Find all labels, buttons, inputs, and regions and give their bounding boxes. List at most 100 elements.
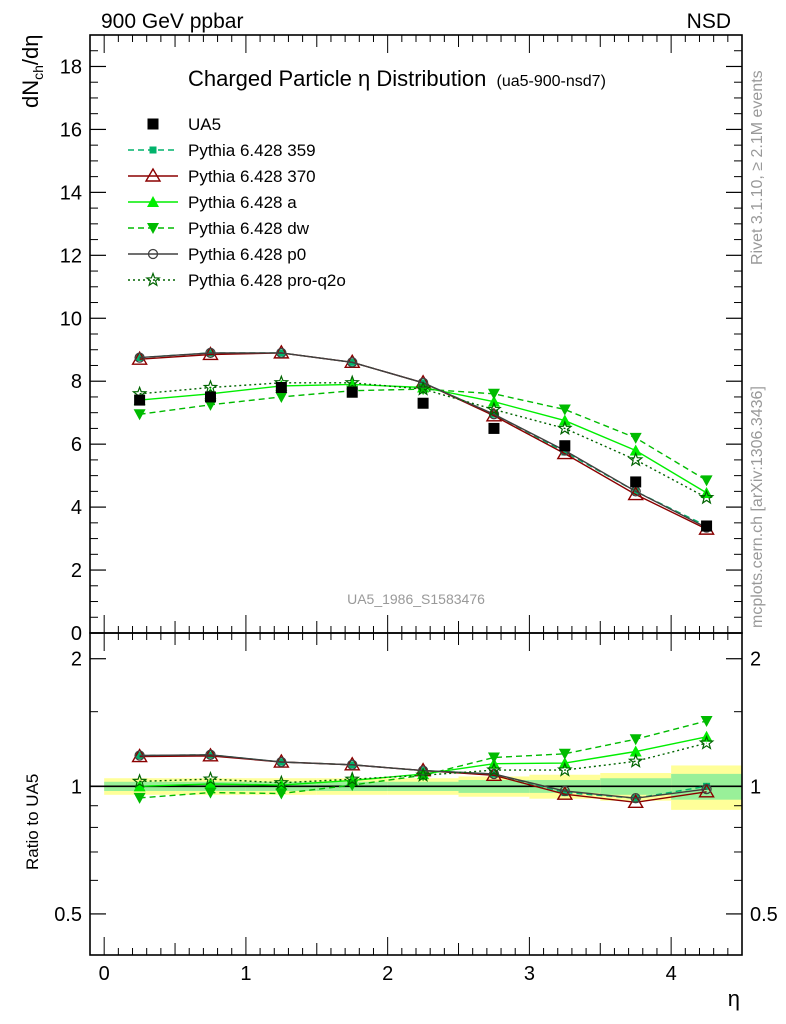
series-4-point-shape [347, 357, 358, 368]
chart-title-suffix: (ua5-900-nsd7) [497, 73, 606, 90]
y-tick-label: 8 [71, 371, 82, 393]
series-4-ratio-point-shape [701, 783, 712, 795]
series-4-ratio-point-shape [559, 785, 570, 797]
x-tick-label: 0 [99, 963, 110, 985]
series-0-ratio-point [561, 789, 569, 797]
series-4-ratio-point [488, 768, 500, 780]
series-5-ratio-point [486, 761, 502, 777]
ratio-tick-label-right: 0.5 [750, 904, 778, 926]
series-3-point-shape [204, 399, 217, 411]
series-5-ratio-point-shape [202, 770, 219, 786]
data-point-shape [275, 382, 287, 394]
series-5-ratio-point-shape [698, 734, 715, 750]
ratio-axis-ticks: 0 1 2 3 4 0.5 0.5 1 1 2 2 [54, 633, 778, 985]
series-3-point [204, 399, 217, 411]
y-axis-label-main: dN [18, 80, 43, 108]
series-3-ratio-point [487, 752, 500, 764]
series-5-ratio-point-shape [556, 761, 573, 777]
legend-entry-series-0: Pythia 6.428 359 [128, 141, 316, 160]
series-5-point-shape [202, 379, 219, 395]
data-point-shape [134, 394, 146, 406]
x-tick-label: 4 [666, 963, 677, 985]
legend-marker-series-4-shape [147, 248, 159, 260]
series-2-point-shape [487, 395, 500, 407]
series-3-ratio-point [204, 787, 217, 799]
legend-entry-series-2: Pythia 6.428 a [128, 193, 297, 212]
series-5-ratio-point [627, 753, 644, 768]
ratio-tick-label-right: 1 [750, 776, 761, 798]
series-0-ratio-point-shape [561, 789, 569, 797]
series-4-point [134, 352, 145, 363]
data-point-shape [417, 397, 429, 409]
series-5-ratio-point-shape [273, 774, 290, 790]
series-5-ratio-point-shape [131, 773, 148, 789]
series-3-point-shape [629, 432, 642, 444]
ratio-tick-label-right: 2 [750, 649, 761, 671]
series-4-point [205, 347, 216, 359]
legend-entry-series-1: Pythia 6.428 370 [128, 167, 316, 186]
main-panel: 0 2 4 6 8 10 12 14 16 18 Charged Particle η Distr… [18, 34, 743, 645]
series-0-point [561, 448, 569, 456]
y-tick-label: 18 [60, 56, 82, 78]
series-3-point-shape [700, 475, 713, 487]
data-point-shape [346, 386, 358, 398]
legend-marker-series-2-shape [147, 196, 159, 207]
legend-marker-data-shape [147, 118, 159, 130]
series-4-point-shape [276, 347, 287, 359]
legend-marker-series-2 [147, 196, 159, 207]
series-5-ratio-point [698, 734, 715, 750]
mcplots-label: mcplots.cern.ch [arXiv:1306.3436] [749, 386, 766, 628]
main-axis-ticks: 0 2 4 6 8 10 12 14 16 18 [60, 34, 743, 645]
legend-label-data: UA5 [188, 115, 221, 134]
series-3-ratio-point-shape [700, 715, 713, 727]
ratio-tick-label: 0.5 [54, 904, 82, 926]
series-3-ratio-point [133, 792, 146, 804]
series-3-ratio-point-shape [629, 734, 642, 746]
legend-marker-series-5 [145, 271, 161, 287]
series-5-point-shape [486, 401, 502, 417]
legend-label-series-5: Pythia 6.428 pro-q2o [188, 271, 346, 290]
series-4-ratio-point-shape [276, 756, 287, 768]
series-5-point-shape [344, 374, 361, 390]
series-3-ratio-point [275, 788, 288, 800]
series-1-ratio-point-shape [698, 783, 715, 798]
legend-label-series-0: Pythia 6.428 359 [188, 141, 316, 160]
series-3-point [700, 475, 713, 487]
x-tick-label: 2 [382, 963, 393, 985]
series-3-point [275, 391, 288, 403]
series-2-ratio-point-shape [204, 777, 217, 789]
legend-marker-series-3-shape [147, 223, 159, 234]
data-point-shape [204, 391, 216, 403]
series-5-ratio-point [131, 773, 148, 789]
series-4-ratio-point-shape [134, 750, 145, 761]
rivet-label: Rivet 3.1.10, ≥ 2.1M events [749, 70, 766, 265]
series-3-point-shape [133, 409, 146, 421]
y-tick-label: 0 [71, 623, 82, 645]
series-3-point-shape [558, 404, 571, 416]
data-point [204, 391, 216, 403]
data-point [630, 476, 642, 488]
series-5-ratio-point [273, 774, 290, 790]
series-3-point [133, 409, 146, 421]
series-4-point-shape [417, 377, 429, 388]
series-2-ratio-point-shape [133, 780, 146, 792]
data-point [488, 422, 500, 434]
legend-marker-series-0 [149, 146, 157, 154]
legend-entry-series-3: Pythia 6.428 dw [128, 219, 310, 238]
data-point [559, 440, 571, 452]
legend-marker-series-4 [147, 248, 159, 260]
y-axis-label-tail: /dη [18, 34, 43, 65]
ratio-y-axis-label: Ratio to UA5 [23, 774, 42, 870]
series-3-ratio-point-shape [133, 792, 146, 804]
data-point [275, 382, 287, 394]
legend-marker-data [147, 118, 159, 130]
y-tick-label: 6 [71, 434, 82, 456]
series-5-point [486, 401, 502, 417]
series-0-point-shape [561, 448, 569, 456]
legend-marker-series-1 [144, 167, 162, 182]
y-axis-label: dNch/dη [18, 34, 46, 108]
series-5-point [344, 374, 361, 390]
series-5-point [627, 451, 644, 467]
legend: UA5 Pythia 6.428 359 Pythia 6.428 370 Pythi… [128, 115, 346, 290]
header-left: 900 GeV ppbar [101, 10, 243, 33]
